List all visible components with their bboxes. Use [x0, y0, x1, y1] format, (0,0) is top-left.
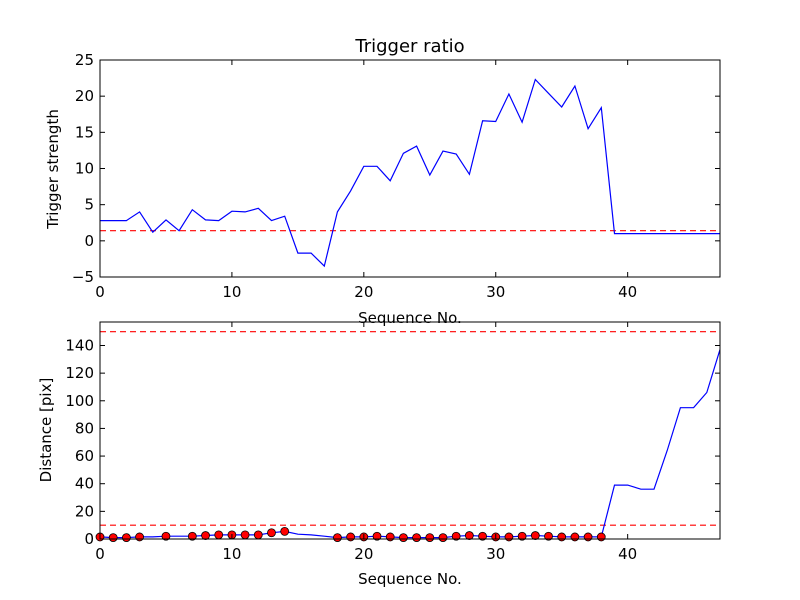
bottom-data-point	[570, 532, 580, 542]
bottom-data-point	[412, 533, 421, 543]
bottom-y-axis-label: Distance [pix]	[37, 378, 55, 483]
bottom-data-point	[187, 531, 197, 541]
top-y-tick-label: 25	[75, 51, 94, 69]
bottom-y-tick-label: 80	[75, 419, 94, 437]
bottom-data-point	[346, 532, 356, 542]
bottom-x-tick-label: 30	[486, 545, 505, 563]
bottom-y-tick-label: 40	[75, 475, 94, 493]
top-y-tick-label: 5	[84, 196, 94, 214]
top-x-tick-label: 10	[222, 283, 241, 301]
bottom-y-tick-label: 140	[65, 336, 94, 354]
bottom-data-point	[121, 533, 131, 543]
bottom-x-tick-label: 20	[354, 545, 373, 563]
top-plot-frame	[99, 59, 721, 278]
bottom-data-point	[161, 531, 171, 541]
bottom-data-point	[385, 532, 395, 542]
top-y-tick-label: 20	[75, 87, 94, 105]
bottom-data-point	[201, 531, 210, 540]
bottom-y-tick-label: 100	[65, 392, 94, 410]
bottom-data-point	[135, 532, 144, 542]
chart-title: Trigger ratio	[354, 36, 464, 57]
top-y-tick-label: −5	[72, 268, 94, 286]
top-x-tick-label: 30	[486, 283, 505, 301]
top-x-tick-label: 40	[618, 283, 637, 301]
bottom-y-tick-label: 20	[75, 502, 94, 520]
bottom-data-point	[253, 530, 263, 540]
bottom-data-point	[517, 531, 527, 541]
bottom-x-axis-label: Sequence No.	[358, 570, 462, 588]
bottom-data-point	[596, 532, 606, 542]
bottom-data-point	[333, 533, 342, 543]
bottom-data-point	[372, 531, 382, 541]
bottom-data-point	[425, 533, 435, 543]
bottom-data-point	[478, 531, 487, 541]
bottom-y-tick-label: 60	[75, 447, 94, 465]
bottom-data-point	[504, 532, 514, 542]
bottom-chart: 0 10 20 30 40 0 20 40 60 80 100 120 140 Sequence No.…	[37, 321, 721, 588]
bottom-x-tick-label: 40	[618, 545, 637, 563]
bottom-data-point	[240, 530, 250, 540]
top-series-line-0	[100, 78, 720, 268]
bottom-data-point	[438, 533, 448, 543]
bottom-y-tick-label: 0	[84, 530, 94, 548]
top-y-tick-label: 10	[75, 160, 94, 178]
bottom-data-point	[544, 531, 553, 541]
bottom-data-point	[267, 528, 276, 538]
bottom-plot-frame	[99, 321, 721, 540]
top-x-tick-label: 0	[95, 283, 105, 301]
top-y-axis-label: Trigger strength	[44, 109, 62, 230]
bottom-y-tick-label: 120	[65, 364, 94, 382]
bottom-data-point	[214, 530, 224, 540]
bottom-data-point	[557, 532, 567, 542]
bottom-data-point	[464, 531, 474, 540]
top-x-axis-label: Sequence No.	[358, 309, 462, 327]
top-x-tick-label: 20	[354, 283, 373, 301]
bottom-data-point	[583, 532, 593, 542]
bottom-data-point	[399, 533, 408, 543]
top-y-tick-label: 15	[75, 123, 94, 141]
bottom-x-tick-label: 10	[222, 545, 241, 563]
bottom-data-point	[280, 526, 290, 536]
bottom-data-point	[451, 531, 461, 541]
bottom-data-point	[530, 531, 540, 540]
top-y-tick-label: 0	[84, 232, 94, 250]
bottom-data-point	[108, 533, 118, 543]
bottom-series-line-0	[99, 349, 721, 539]
bottom-x-tick-label: 0	[95, 545, 105, 563]
